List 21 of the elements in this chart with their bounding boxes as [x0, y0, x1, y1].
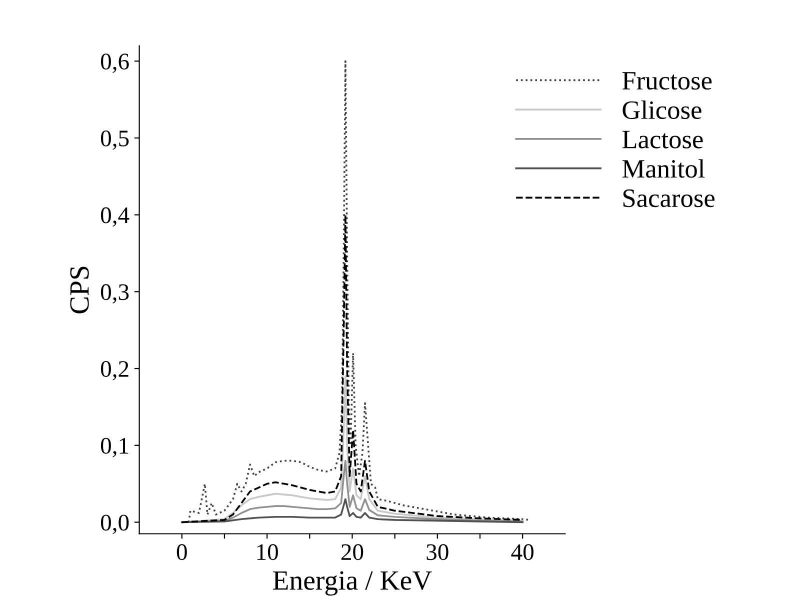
y-axis-title: CPS: [70, 266, 89, 314]
y-tick-label: 0,3: [100, 284, 129, 304]
line-series: [180, 498, 524, 524]
y-tick-label: 0,4: [100, 207, 130, 227]
y-tick-label: 0,5: [100, 130, 129, 150]
line-series: [188, 60, 530, 524]
legend-label: Fructose: [622, 72, 712, 90]
legend-label: Manitol: [622, 159, 705, 178]
x-tick-label: 10: [257, 544, 278, 560]
y-tick-label: 0,1: [100, 438, 128, 458]
y-tick-label: 0,6: [100, 54, 129, 73]
x-tick-label: 0: [176, 544, 187, 560]
legend-label: Lactose: [622, 130, 703, 148]
x-tick-label: 20: [341, 544, 364, 560]
x-axis-title: Energia / KeV: [273, 571, 432, 596]
legend-label: Glicose: [622, 100, 702, 120]
legend-label: Sacarose: [623, 189, 715, 208]
x-tick-label: 40: [511, 544, 534, 560]
x-tick-label: 30: [426, 544, 448, 560]
y-tick-label: 0,0: [100, 514, 129, 534]
y-tick-label: 0,2: [100, 361, 128, 380]
